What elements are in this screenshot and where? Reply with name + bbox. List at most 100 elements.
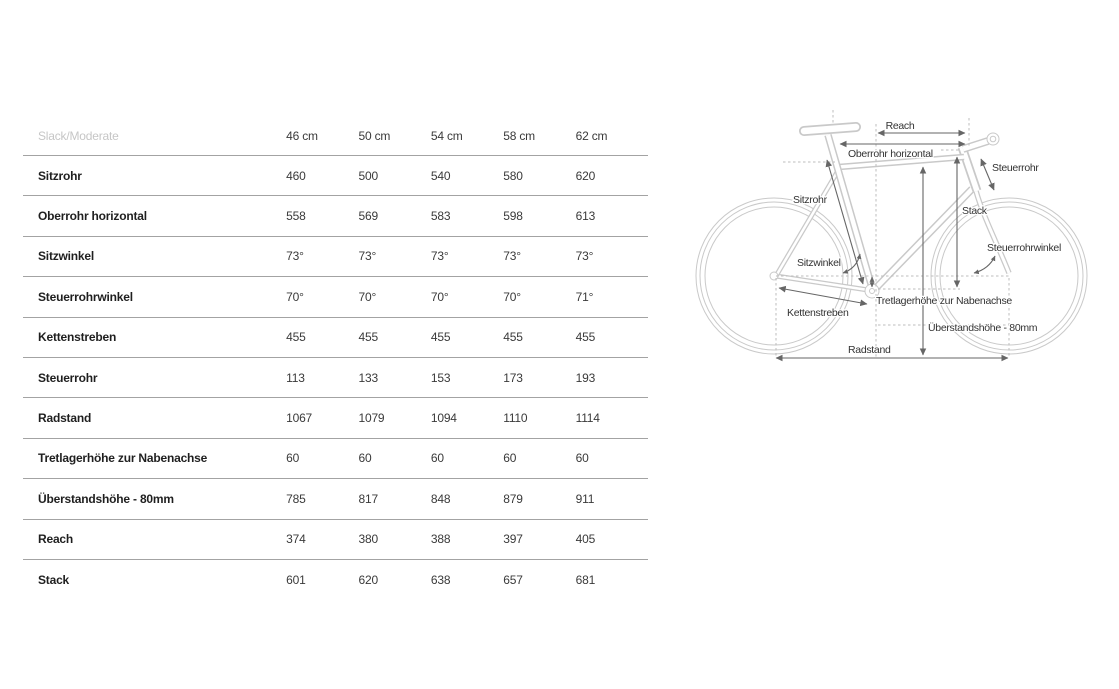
table-header-label: Slack/Moderate [38,128,119,143]
row-value: 460 [286,168,306,183]
steuerrohrwinkel-arc [973,255,996,275]
row-value: 73° [286,249,304,264]
row-value: 455 [286,330,306,345]
table-row: Reach 374 380 388 397 405 [23,518,648,559]
row-value: 73° [503,249,521,264]
row-label: Sitzrohr [38,168,82,183]
table-row: Sitzwinkel 73° 73° 73° 73° 73° [23,235,648,276]
row-value: 60 [358,451,372,466]
row-value: 569 [358,209,379,224]
row-value: 71° [575,289,594,304]
diagram-label-ueberstandshoehe: Überstandshöhe - 80mm [928,322,1038,334]
row-value: 583 [430,209,451,224]
table-row: Radstand 1067 1079 1094 1110 1114 [23,397,648,437]
row-value: 60 [575,451,589,466]
row-value: 374 [286,532,306,547]
table-row: Stack 601 620 638 657 681 [23,558,648,599]
row-value: 1114 [575,411,600,426]
row-value: 380 [358,532,379,547]
column-header: 58 cm [503,128,535,143]
row-value: 601 [286,572,306,587]
row-label: Steuerrohrwinkel [38,289,133,304]
diagram-label-stack: Stack [962,205,988,217]
row-label: Kettenstreben [38,330,117,345]
bike-geometry-diagram: Reach Oberrohr horizontal Steuerrohr Sit… [695,110,1088,362]
row-value: 500 [358,168,379,183]
row-value: 817 [358,491,379,506]
table-row: Kettenstreben 455 455 455 455 455 [23,316,648,357]
row-value: 60 [430,451,444,466]
row-value: 405 [575,532,596,547]
row-value: 113 [286,370,305,385]
row-value: 638 [430,572,451,587]
diagram-label-kettenstreben: Kettenstreben [787,307,849,319]
column-header: 46 cm [286,128,318,143]
row-value: 620 [575,168,596,183]
row-value: 193 [575,370,596,385]
diagram-label-steuerrohrwinkel: Steuerrohrwinkel [987,242,1061,254]
row-value: 73° [430,249,449,264]
row-label: Steuerrohr [38,370,98,385]
diagram-label-radstand: Radstand [848,344,891,356]
row-value: 598 [503,209,523,224]
diagram-label-reach: Reach [886,120,915,132]
row-value: 558 [286,209,306,224]
row-label: Reach [38,532,74,547]
row-value: 60 [503,451,517,466]
row-value: 73° [575,249,594,264]
row-value: 455 [575,330,596,345]
row-value: 73° [358,249,377,264]
table-body: Sitzrohr 460 500 540 580 620 Oberrohr horizont… [23,155,648,599]
column-header: 50 cm [358,128,391,143]
row-value: 70° [503,289,521,304]
row-value: 70° [286,289,304,304]
column-header: 62 cm [575,128,608,143]
row-label: Überstandshöhe - 80mm [38,491,174,506]
row-value: 785 [286,491,306,506]
row-label: Radstand [38,411,92,426]
table-header-row: Slack/Moderate 46 cm 50 cm 54 cm 58 cm 62 cm [23,116,648,155]
diagram-label-steuerrohr: Steuerrohr [992,162,1039,174]
dimension-arrows [775,129,1009,362]
row-value: 620 [358,572,379,587]
row-value: 613 [575,209,596,224]
sitzwinkel-arc [842,253,862,274]
row-value: 540 [430,168,451,183]
row-label: Oberrohr horizontal [38,209,147,224]
row-value: 657 [503,572,523,587]
table-row: Überstandshöhe - 80mm 785 817 848 879 911 [23,478,648,518]
row-value: 455 [430,330,451,345]
table-row: Sitzrohr 460 500 540 580 620 [23,155,648,195]
geometry-table: Slack/Moderate 46 cm 50 cm 54 cm 58 cm 62 cm… [23,116,648,599]
row-value: 1067 [286,411,313,426]
row-value: 60 [286,451,300,466]
diagram-label-tretlagerhoehe: Tretlagerhöhe zur Nabenachse [876,295,1012,307]
row-value: 1079 [358,411,385,426]
row-value: 455 [503,330,523,345]
diagram-label-sitzrohr: Sitzrohr [793,194,828,206]
row-value: 173 [503,370,523,385]
steuerrohr-arrow [980,158,995,191]
table-row: Tretlagerhöhe zur Nabenachse 60 60 60 60 60 [23,437,648,478]
column-header: 54 cm [430,128,463,143]
diagram-label-sitzwinkel: Sitzwinkel [797,257,841,269]
table-row: Oberrohr horizontal 558 569 583 598 613 [23,195,648,235]
row-value: 153 [430,370,451,385]
kettenstreben-arrow [778,285,868,307]
row-value: 1094 [430,411,457,426]
row-label: Sitzwinkel [38,249,95,264]
row-value: 133 [358,370,379,385]
row-label: Stack [38,572,70,587]
row-value: 70° [358,289,377,304]
row-value: 70° [430,289,449,304]
diagram-labels: Reach Oberrohr horizontal Steuerrohr Sit… [786,119,1063,358]
row-value: 455 [358,330,379,345]
row-value: 911 [575,491,595,506]
guide-lines [775,110,1013,357]
row-value: 848 [430,491,451,506]
row-value: 388 [430,532,451,547]
row-label: Tretlagerhöhe zur Nabenachse [38,451,208,466]
diagram-label-oberrohr-horizontal: Oberrohr horizontal [848,148,933,160]
row-value: 879 [503,491,523,506]
